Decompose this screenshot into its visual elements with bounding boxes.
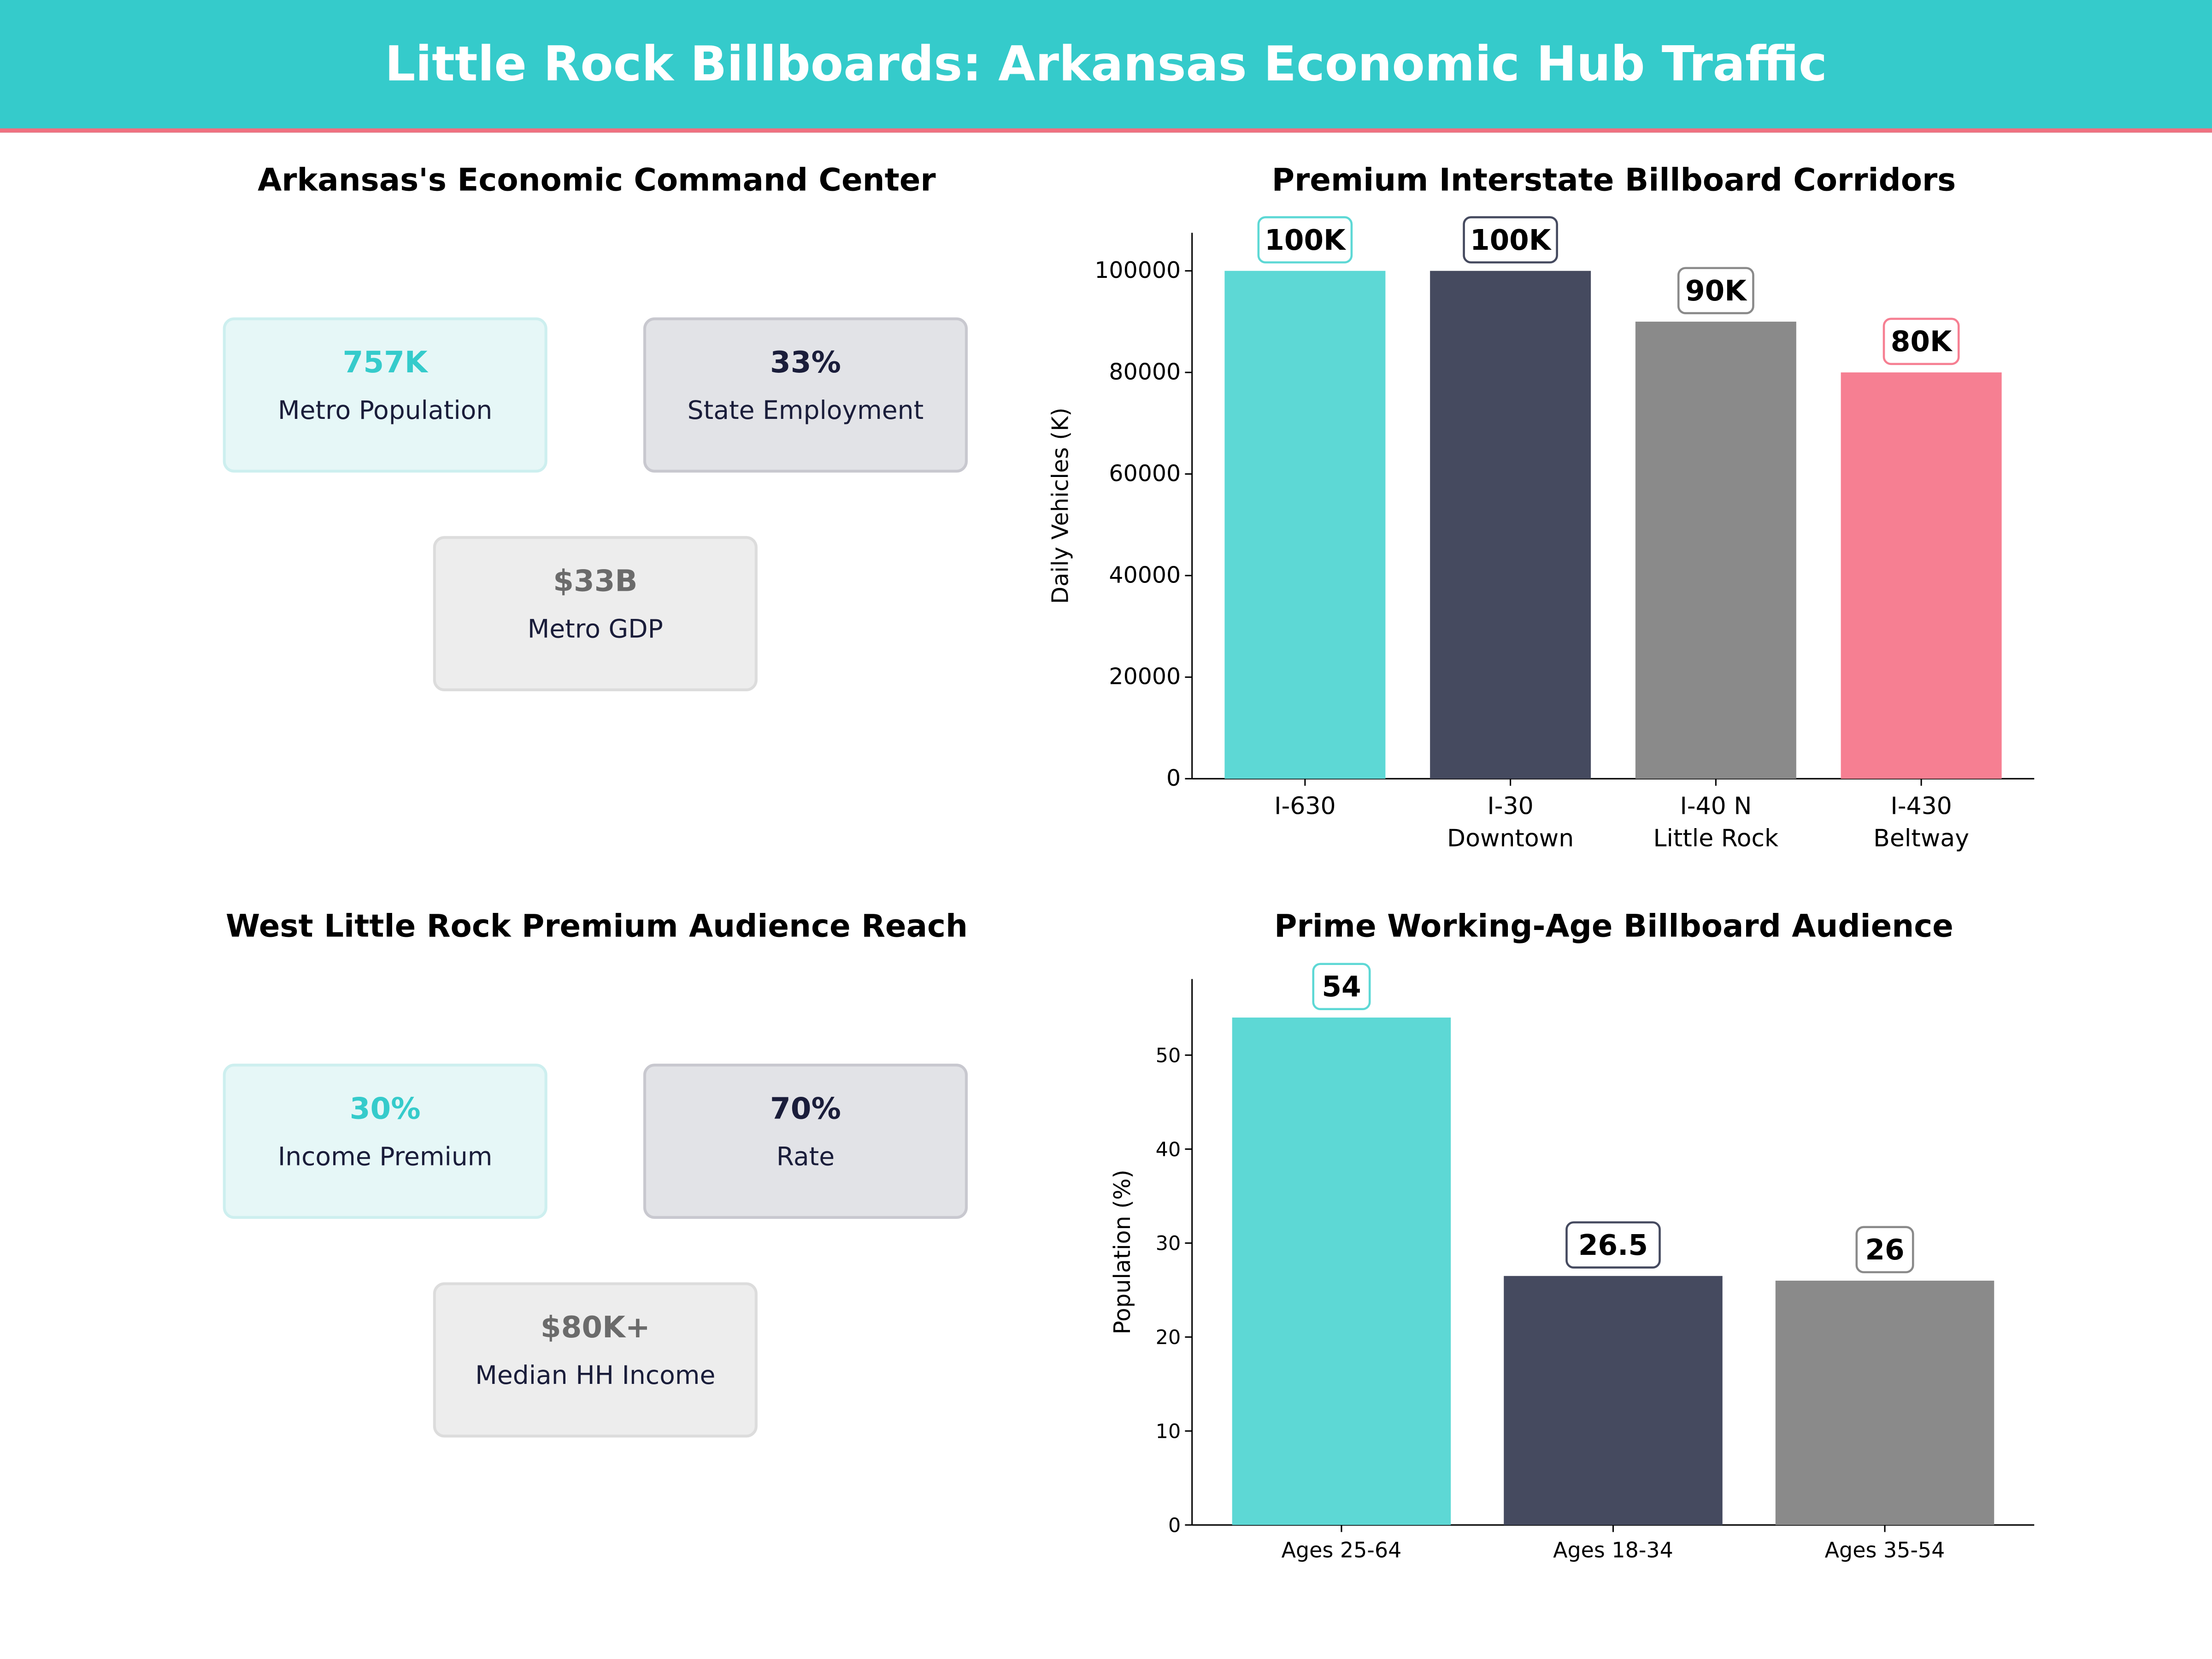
kpi-label: Metro GDP: [527, 615, 663, 645]
data-label-box: [1677, 267, 1754, 314]
bar: [1430, 271, 1591, 779]
kpi-label: State Employment: [687, 396, 924, 426]
y-tick-label: 50: [1156, 1044, 1181, 1067]
bar: [1775, 1281, 1994, 1525]
x-tick-label: I-40 N: [1680, 792, 1752, 820]
x-tick-label: I-630: [1274, 792, 1335, 820]
kpi-value: 757K: [342, 345, 428, 380]
kpi-card-income-premium: 30% Income Premium: [223, 1064, 547, 1219]
kpi-label: Rate: [776, 1142, 835, 1172]
bar: [1504, 1276, 1723, 1525]
x-tick-label: I-430: [1890, 792, 1952, 820]
y-tick-label: 20: [1156, 1326, 1181, 1349]
bar: [1232, 1018, 1451, 1525]
y-axis-label: Population (%): [1109, 1170, 1135, 1335]
header-banner: Little Rock Billboards: Arkansas Economi…: [0, 0, 2212, 133]
kpi-value: 70%: [770, 1092, 841, 1126]
x-tick-label: I-30: [1487, 792, 1533, 820]
x-tick-label: Ages 25-64: [1282, 1538, 1402, 1563]
x-tick-label: Beltway: [1873, 825, 1969, 853]
kpi-card-employment: 33% State Employment: [643, 317, 968, 473]
data-label-box: [1565, 1221, 1661, 1269]
y-tick-label: 20000: [1109, 664, 1181, 690]
data-label-box: [1463, 216, 1558, 264]
kpi-value: $80K+: [540, 1310, 650, 1345]
chart-title-corridors: Premium Interstate Billboard Corridors: [1271, 164, 1956, 199]
bar: [1224, 271, 1386, 779]
y-tick-label: 100000: [1094, 257, 1181, 283]
data-label: 26: [1865, 1234, 1904, 1266]
data-label-box: [1855, 1226, 1914, 1273]
data-label-box: [1257, 216, 1353, 264]
data-label-box: [1883, 318, 1960, 365]
panel-title-economic: Arkansas's Economic Command Center: [258, 164, 936, 199]
kpi-card-population: 757K Metro Population: [223, 317, 547, 473]
y-tick-label: 40000: [1109, 562, 1181, 588]
data-label-box: [1312, 963, 1371, 1011]
kpi-card-gdp: $33B Metro GDP: [433, 536, 758, 691]
bar: [1841, 372, 2002, 779]
y-tick-label: 80000: [1109, 359, 1181, 385]
x-tick-label: Little Rock: [1653, 825, 1779, 853]
y-tick-label: 40: [1156, 1138, 1181, 1161]
x-tick-label: Ages 35-54: [1825, 1538, 1945, 1563]
y-tick-label: 10: [1156, 1420, 1181, 1443]
kpi-value: 30%: [349, 1092, 421, 1126]
data-label: 80K: [1891, 325, 1953, 358]
bar: [1635, 321, 1796, 779]
kpi-label: Income Premium: [277, 1142, 493, 1172]
x-tick-label: Ages 18-34: [1553, 1538, 1673, 1563]
data-label: 100K: [1265, 224, 1347, 257]
data-label: 90K: [1685, 275, 1747, 307]
x-tick-label: Downtown: [1447, 825, 1574, 853]
page-title: Little Rock Billboards: Arkansas Economi…: [385, 36, 1827, 93]
kpi-label: Metro Population: [278, 396, 493, 426]
data-label: 100K: [1470, 224, 1552, 257]
y-tick-label: 30: [1156, 1232, 1181, 1255]
y-tick-label: 0: [1166, 765, 1181, 791]
chart-title-age: Prime Working-Age Billboard Audience: [1274, 910, 1953, 946]
data-label: 26.5: [1578, 1229, 1648, 1262]
kpi-value: 33%: [770, 345, 841, 380]
kpi-label: Median HH Income: [475, 1361, 716, 1391]
y-axis-label: Daily Vehicles (K): [1047, 407, 1073, 604]
y-tick-label: 0: [1168, 1514, 1181, 1537]
kpi-card-median-income: $80K+ Median HH Income: [433, 1282, 758, 1438]
kpi-value: $33B: [553, 564, 638, 598]
data-label: 54: [1322, 971, 1361, 1003]
y-tick-label: 60000: [1109, 460, 1181, 487]
kpi-card-rate: 70% Rate: [643, 1064, 968, 1219]
panel-title-audience: West Little Rock Premium Audience Reach: [225, 910, 968, 946]
